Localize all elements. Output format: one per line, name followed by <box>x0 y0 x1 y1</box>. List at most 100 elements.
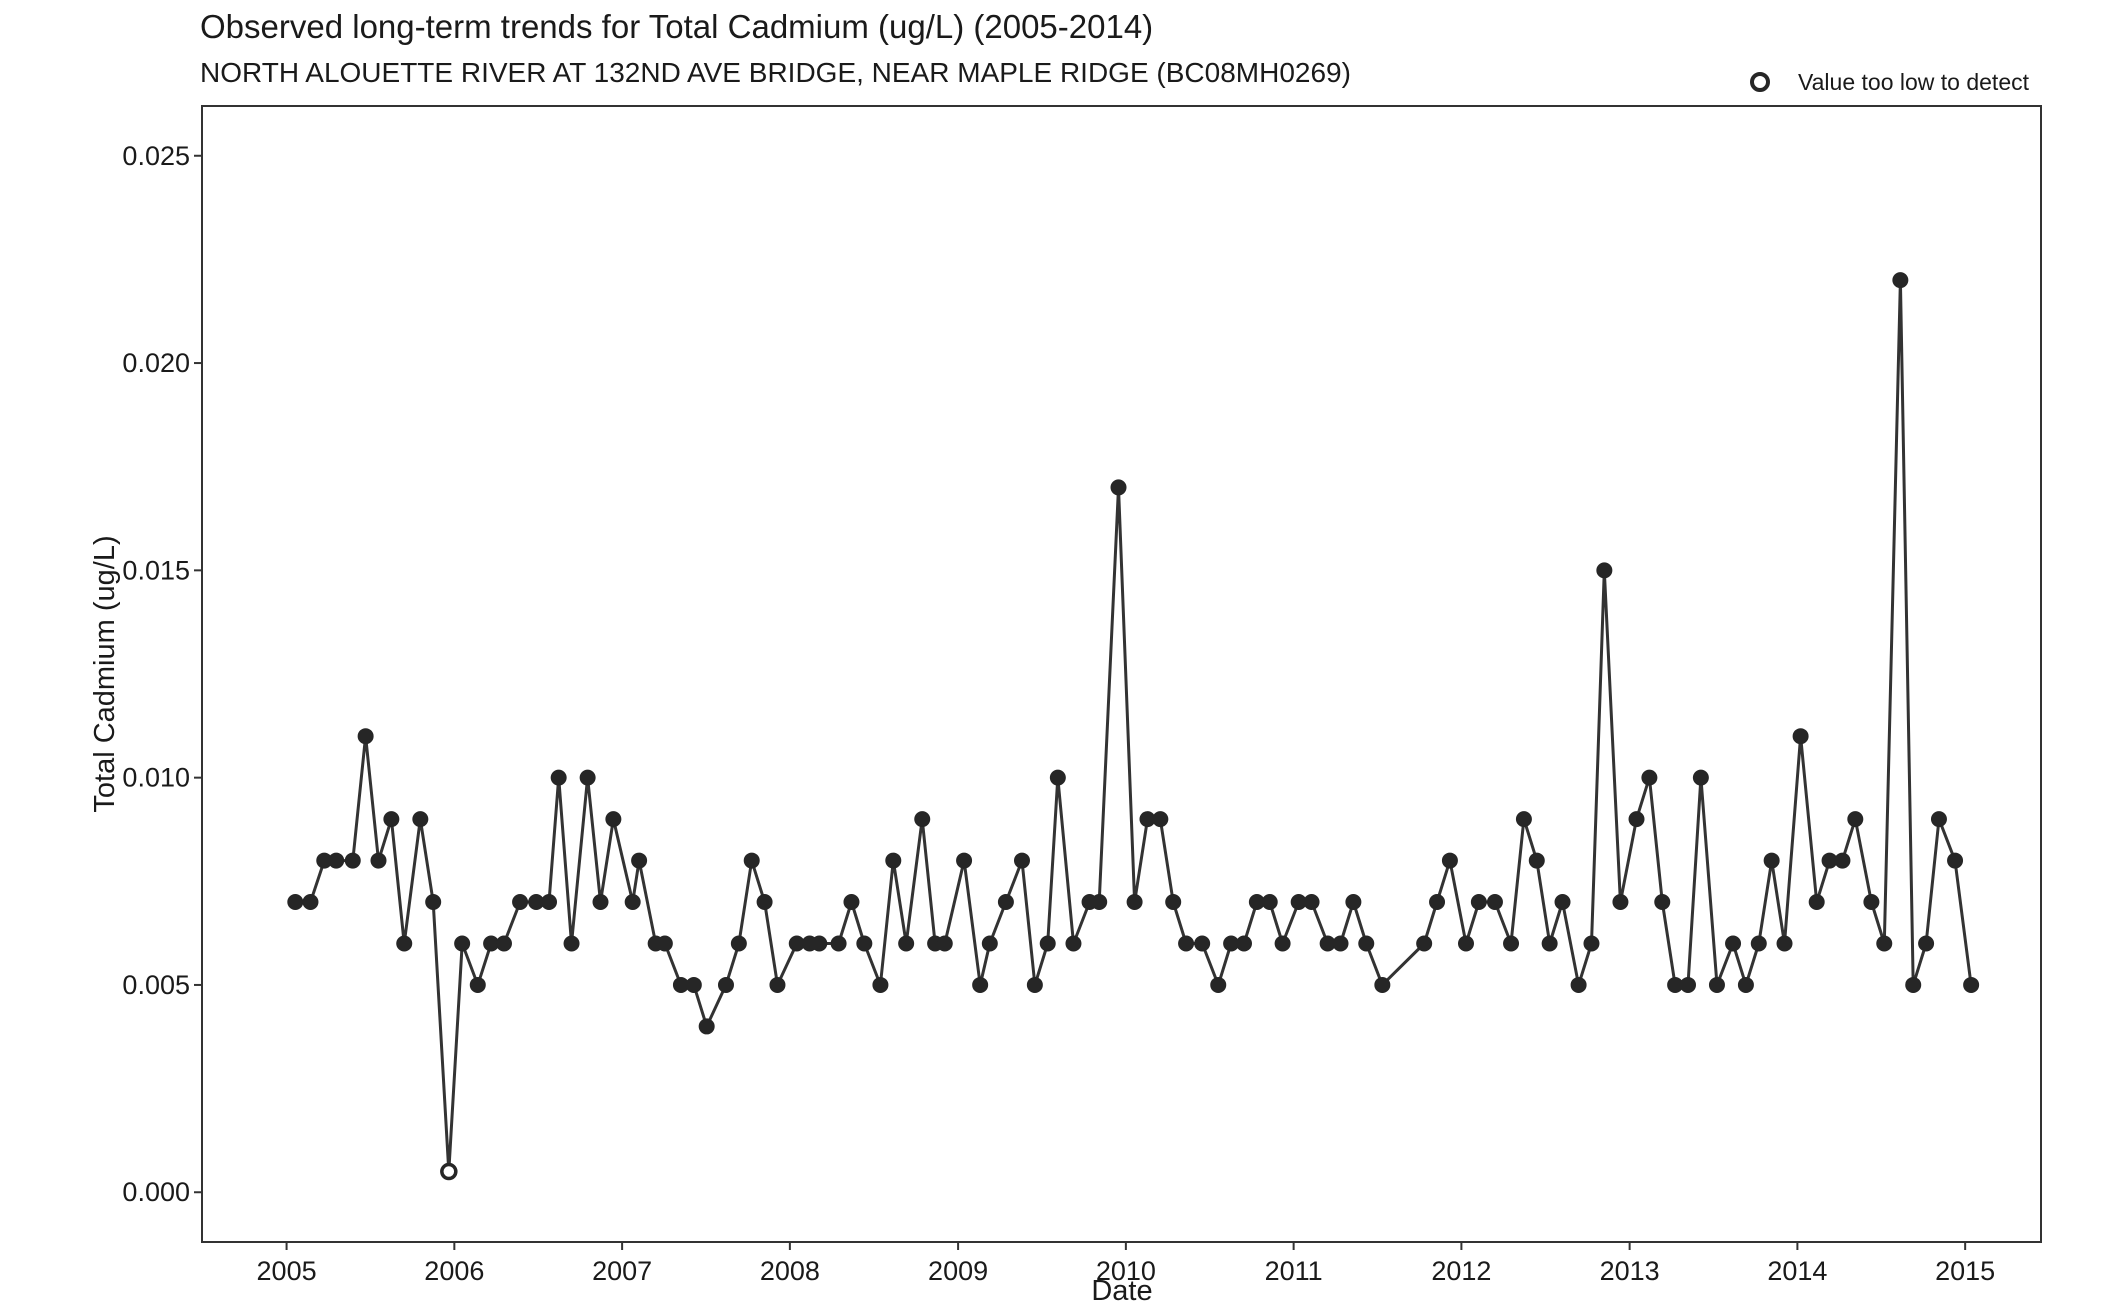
data-point <box>1358 935 1375 952</box>
y-tick-label: 0.010 <box>122 763 190 793</box>
data-point <box>717 976 734 993</box>
data-point <box>1892 272 1909 289</box>
data-point <box>412 811 429 828</box>
data-point <box>1641 769 1658 786</box>
data-point <box>1541 935 1558 952</box>
data-point <box>1737 976 1754 993</box>
y-axis-title: Total Cadmium (ug/L) <box>89 535 121 812</box>
data-series <box>287 272 1980 1181</box>
chart-subtitle: NORTH ALOUETTE RIVER AT 132ND AVE BRIDGE… <box>200 57 1351 88</box>
x-tick-label: 2009 <box>928 1256 988 1286</box>
data-point <box>1863 894 1880 911</box>
data-point <box>1441 852 1458 869</box>
data-point <box>328 852 345 869</box>
data-point <box>1457 935 1474 952</box>
data-point <box>685 976 702 993</box>
x-tick-label: 2015 <box>1935 1256 1995 1286</box>
data-point <box>469 976 486 993</box>
data-point <box>1429 894 1446 911</box>
data-point <box>425 894 442 911</box>
data-point <box>631 852 648 869</box>
data-point <box>981 935 998 952</box>
data-point <box>1554 894 1571 911</box>
data-point <box>872 976 889 993</box>
data-point <box>769 976 786 993</box>
data-point <box>1470 894 1487 911</box>
x-tick-label: 2008 <box>760 1256 820 1286</box>
data-point <box>856 935 873 952</box>
data-point <box>1261 894 1278 911</box>
data-point <box>1194 935 1211 952</box>
x-tick-label: 2006 <box>424 1256 484 1286</box>
data-point <box>1750 935 1767 952</box>
data-point <box>605 811 622 828</box>
data-point <box>1918 935 1935 952</box>
data-point <box>1847 811 1864 828</box>
y-tick-label: 0.000 <box>122 1177 190 1207</box>
data-point <box>1274 935 1291 952</box>
x-tick-label: 2013 <box>1600 1256 1660 1286</box>
data-point <box>1303 894 1320 911</box>
data-point <box>743 852 760 869</box>
data-point <box>287 894 304 911</box>
data-point <box>1692 769 1709 786</box>
y-tick-label: 0.025 <box>122 141 190 171</box>
data-point <box>1570 976 1587 993</box>
chart-title: Observed long-term trends for Total Cadm… <box>200 8 1153 45</box>
data-point <box>512 894 529 911</box>
data-point <box>579 769 596 786</box>
data-point <box>1374 976 1391 993</box>
data-point <box>1013 852 1030 869</box>
data-point <box>1416 935 1433 952</box>
data-point <box>1503 935 1520 952</box>
data-point <box>730 935 747 952</box>
data-point <box>541 894 558 911</box>
y-tick-label: 0.005 <box>122 970 190 1000</box>
data-point <box>1876 935 1893 952</box>
x-axis: 2005 2006 2007 2008 2009 2010 2011 2012 2013 2014… <box>257 1242 1995 1286</box>
data-point <box>1834 852 1851 869</box>
data-point <box>1210 976 1227 993</box>
data-point <box>1515 811 1532 828</box>
data-point <box>1905 976 1922 993</box>
data-point <box>1947 852 1964 869</box>
data-point <box>357 728 374 745</box>
data-point <box>1963 976 1980 993</box>
x-tick-label: 2014 <box>1767 1256 1827 1286</box>
data-point <box>1065 935 1082 952</box>
data-point <box>1152 811 1169 828</box>
x-tick-label: 2010 <box>1096 1256 1156 1286</box>
data-point <box>898 935 915 952</box>
data-point <box>1596 562 1613 579</box>
legend-label: Value too low to detect <box>1798 69 2030 95</box>
data-point <box>370 852 387 869</box>
data-point <box>1528 852 1545 869</box>
data-point <box>1235 935 1252 952</box>
data-point <box>1725 935 1742 952</box>
series-line <box>295 278 1973 1173</box>
data-point <box>1039 935 1056 952</box>
data-point <box>1165 894 1182 911</box>
data-point-below-detection <box>440 1162 458 1181</box>
data-point <box>972 976 989 993</box>
data-point <box>936 935 953 952</box>
data-point <box>1708 976 1725 993</box>
data-point <box>624 894 641 911</box>
data-point <box>1178 935 1195 952</box>
y-tick-label: 0.015 <box>122 555 190 585</box>
data-point <box>1776 935 1793 952</box>
data-point <box>344 852 361 869</box>
y-axis: 0.000 0.005 0.010 0.015 0.020 0.025 <box>122 141 202 1207</box>
x-tick-label: 2005 <box>257 1256 317 1286</box>
data-point <box>811 935 828 952</box>
data-point <box>830 935 847 952</box>
y-tick-label: 0.020 <box>122 348 190 378</box>
x-tick-label: 2012 <box>1431 1256 1491 1286</box>
data-point <box>563 935 580 952</box>
data-point <box>698 1018 715 1035</box>
data-point <box>1126 894 1143 911</box>
data-point <box>1763 852 1780 869</box>
x-axis-title: Date <box>1091 1275 1152 1307</box>
data-point <box>1345 894 1362 911</box>
